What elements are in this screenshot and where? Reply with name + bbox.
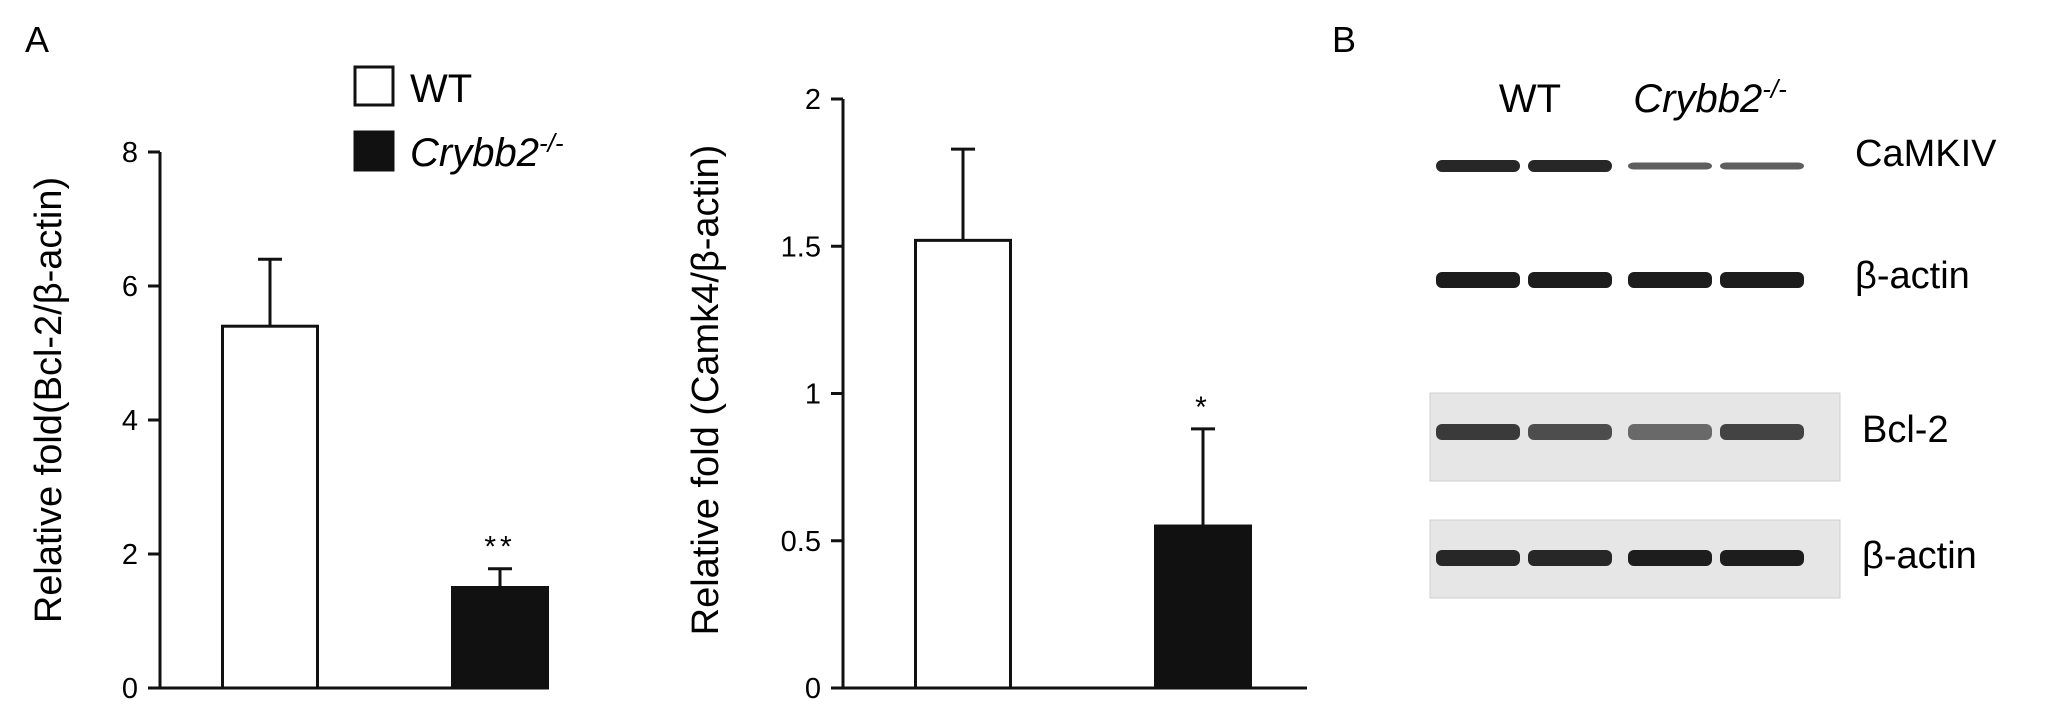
blot-band <box>1436 424 1520 440</box>
y-tick-label: 6 <box>122 271 138 303</box>
blot-band <box>1720 272 1804 288</box>
western-blot: WT Crybb2-/- CaMKIV β-actin Bcl-2 β-actin <box>1429 74 1997 599</box>
blot-band <box>1628 272 1712 288</box>
legend-label-wt: WT <box>410 67 472 111</box>
blot-group-ko-name: Crybb2 <box>1633 77 1762 121</box>
bar-wt <box>221 324 319 690</box>
y-tick-label: 0 <box>805 673 821 705</box>
blot-group-ko-superscript: -/- <box>1762 74 1787 104</box>
blot-band <box>1528 550 1612 566</box>
blot-row-label: CaMKIV <box>1855 133 1997 175</box>
blot-band <box>1720 162 1804 170</box>
blot-row-label: β-actin <box>1862 535 1977 577</box>
bar-ko <box>451 586 549 690</box>
blot-group-wt: WT <box>1499 77 1561 121</box>
blot-band <box>1720 550 1804 566</box>
panel-b-letter: B <box>1332 19 1356 60</box>
blot-band <box>1528 160 1612 172</box>
blot-band <box>1628 162 1712 170</box>
legend: WT Crybb2-/- <box>353 65 564 175</box>
legend-ko-superscript: -/- <box>539 128 564 158</box>
significance-marker: ** <box>484 531 515 564</box>
y-tick-label: 4 <box>122 405 138 437</box>
blot-row-label: Bcl-2 <box>1862 409 1949 451</box>
y-tick-label: 1 <box>805 379 821 411</box>
chart-bcl2-yticks: 0 2 4 6 8 <box>122 137 160 705</box>
chart-bcl2-ylabel: Relative fold(Bcl-2/β-actin) <box>28 177 70 623</box>
chart-camk4-bars: * <box>841 99 1307 690</box>
chart-camk4: Relative fold (Camk4/β-actin) 00.511.52 … <box>685 84 1307 705</box>
blot-band <box>1528 424 1612 440</box>
y-tick-label: 2 <box>805 84 821 116</box>
chart-camk4-ylabel: Relative fold (Camk4/β-actin) <box>685 145 727 636</box>
blot-band <box>1436 550 1520 566</box>
blot-group-ko: Crybb2-/- <box>1633 74 1787 121</box>
legend-ko-name: Crybb2 <box>410 131 539 175</box>
bar-ko <box>1154 524 1252 690</box>
bar-wt <box>914 238 1012 690</box>
blot-band <box>1628 550 1712 566</box>
blot-band <box>1528 272 1612 288</box>
y-tick-label: 1.5 <box>781 231 821 263</box>
legend-swatch-ko <box>353 130 395 172</box>
chart-bcl2-bars: ** <box>158 152 549 690</box>
y-tick-label: 0.5 <box>781 526 821 558</box>
y-tick-label: 8 <box>122 137 138 169</box>
significance-marker: * <box>1195 391 1211 424</box>
blot-band <box>1436 160 1520 172</box>
panel-a-letter: A <box>25 19 49 60</box>
y-tick-label: 2 <box>122 539 138 571</box>
blot-band <box>1720 424 1804 440</box>
legend-label-ko: Crybb2-/- <box>410 128 564 175</box>
chart-camk4-yticks: 0 0.5 1 1.5 2 <box>781 84 843 705</box>
blot-band <box>1628 424 1712 440</box>
legend-swatch-wt <box>353 65 395 107</box>
blot-row-label: β-actin <box>1855 255 1970 297</box>
blot-rows: CaMKIV β-actin Bcl-2 β-actin <box>1429 133 1997 599</box>
chart-bcl2: Relative fold(Bcl-2/β-actin) 0 2 4 6 8 ** <box>28 137 549 705</box>
blot-band <box>1436 272 1520 288</box>
y-tick-label: 0 <box>122 673 138 705</box>
